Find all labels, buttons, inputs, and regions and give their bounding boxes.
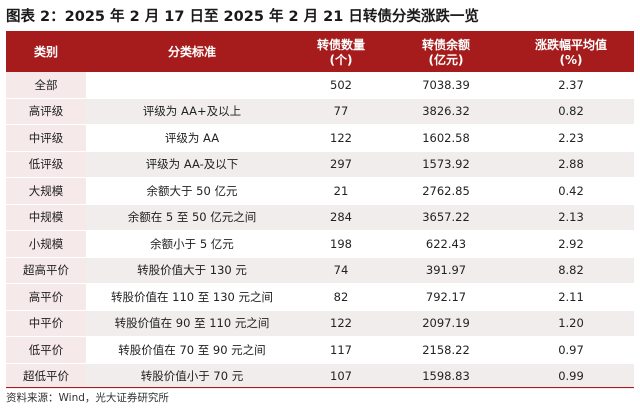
table-row: 全部 502 7038.39 2.37 [6,72,634,99]
table-row: 低评级 评级为 AA-及以下 297 1573.92 2.88 [6,151,634,178]
cell-count: 198 [298,230,384,258]
table-row: 中平价 转股价值在 90 至 110 元之间 122 2097.19 1.20 [6,310,634,337]
table-row: 超高平价 转股价值大于 130 元 74 391.97 8.82 [6,257,634,284]
cell-balance: 7038.39 [384,72,508,99]
figure-title: 图表 2：2025 年 2 月 17 日至 2025 年 2 月 21 日转债分… [6,9,479,25]
table-row: 小规模 余额小于 5 亿元 198 622.43 2.92 [6,230,634,258]
table-row: 中规模 余额在 5 至 50 亿元之间 284 3657.22 2.13 [6,204,634,231]
cell-count: 107 [298,363,384,390]
cell-criteria: 评级为 AA [86,124,298,152]
cell-criteria: 转股价值在 70 至 90 元之间 [86,336,298,364]
title-divider [6,31,634,33]
header-count: 转债数量 (个) [298,33,384,72]
cell-criteria: 转股价值小于 70 元 [86,363,298,390]
cell-count: 502 [298,72,384,99]
cell-category: 低评级 [6,151,86,178]
cell-balance: 1602.58 [384,124,508,152]
table-row: 高平价 转股价值在 110 至 130 元之间 82 792.17 2.11 [6,283,634,311]
cell-category: 高平价 [6,283,86,311]
cell-balance: 1598.83 [384,363,508,390]
header-category: 类别 [6,33,86,72]
table-header: 类别 分类标准 转债数量 (个) 转债余额 (亿元) 涨跌幅平均值 (%) [6,33,634,72]
cell-change: 8.82 [508,257,634,284]
cell-balance: 3657.22 [384,204,508,231]
cell-criteria: 余额在 5 至 50 亿元之间 [86,204,298,231]
table-row: 超低平价 转股价值小于 70 元 107 1598.83 0.99 [6,363,634,390]
cell-balance: 622.43 [384,230,508,258]
table-row: 低平价 转股价值在 70 至 90 元之间 117 2158.22 0.97 [6,336,634,364]
cell-category: 高评级 [6,98,86,125]
header-criteria: 分类标准 [86,33,298,72]
cell-count: 77 [298,98,384,125]
cell-count: 122 [298,310,384,337]
cell-category: 中平价 [6,310,86,337]
cell-change: 2.13 [508,204,634,231]
table-row: 中评级 评级为 AA 122 1602.58 2.23 [6,124,634,152]
cell-criteria: 余额大于 50 亿元 [86,177,298,205]
cell-count: 117 [298,336,384,364]
cell-count: 297 [298,151,384,178]
cell-criteria: 评级为 AA-及以下 [86,151,298,178]
cell-change: 1.20 [508,310,634,337]
cell-balance: 3826.32 [384,98,508,125]
cell-category: 超高平价 [6,257,86,284]
cell-count: 122 [298,124,384,152]
cell-count: 74 [298,257,384,284]
cell-category: 低平价 [6,336,86,364]
convertible-bond-table: 类别 分类标准 转债数量 (个) 转债余额 (亿元) 涨跌幅平均值 (%) 全部… [6,33,634,390]
cell-change: 0.42 [508,177,634,205]
cell-change: 2.92 [508,230,634,258]
cell-change: 2.88 [508,151,634,178]
header-change: 涨跌幅平均值 (%) [508,33,634,72]
cell-criteria [86,72,298,99]
source-note: 资料来源：Wind，光大证券研究所 [6,392,169,404]
cell-change: 2.23 [508,124,634,152]
cell-criteria: 转股价值大于 130 元 [86,257,298,284]
cell-criteria: 转股价值在 90 至 110 元之间 [86,310,298,337]
cell-balance: 1573.92 [384,151,508,178]
cell-category: 全部 [6,72,86,99]
cell-count: 82 [298,283,384,311]
cell-balance: 2158.22 [384,336,508,364]
cell-balance: 2762.85 [384,177,508,205]
cell-category: 中评级 [6,124,86,152]
table-body: 全部 502 7038.39 2.37 高评级 评级为 AA+及以上 77 3826.32 0.… [6,72,634,390]
cell-change: 0.82 [508,98,634,125]
cell-change: 2.11 [508,283,634,311]
cell-change: 2.37 [508,72,634,99]
table-row: 大规模 余额大于 50 亿元 21 2762.85 0.42 [6,177,634,205]
cell-category: 小规模 [6,230,86,258]
cell-criteria: 评级为 AA+及以上 [86,98,298,125]
cell-criteria: 转股价值在 110 至 130 元之间 [86,283,298,311]
cell-count: 21 [298,177,384,205]
cell-count: 284 [298,204,384,231]
bottom-divider [6,387,634,388]
cell-balance: 792.17 [384,283,508,311]
cell-change: 0.99 [508,363,634,390]
cell-balance: 391.97 [384,257,508,284]
cell-category: 大规模 [6,177,86,205]
cell-balance: 2097.19 [384,310,508,337]
cell-category: 超低平价 [6,363,86,390]
cell-change: 0.97 [508,336,634,364]
cell-category: 中规模 [6,204,86,231]
table-row: 高评级 评级为 AA+及以上 77 3826.32 0.82 [6,98,634,125]
cell-criteria: 余额小于 5 亿元 [86,230,298,258]
header-row: 类别 分类标准 转债数量 (个) 转债余额 (亿元) 涨跌幅平均值 (%) [6,33,634,72]
header-balance: 转债余额 (亿元) [384,33,508,72]
